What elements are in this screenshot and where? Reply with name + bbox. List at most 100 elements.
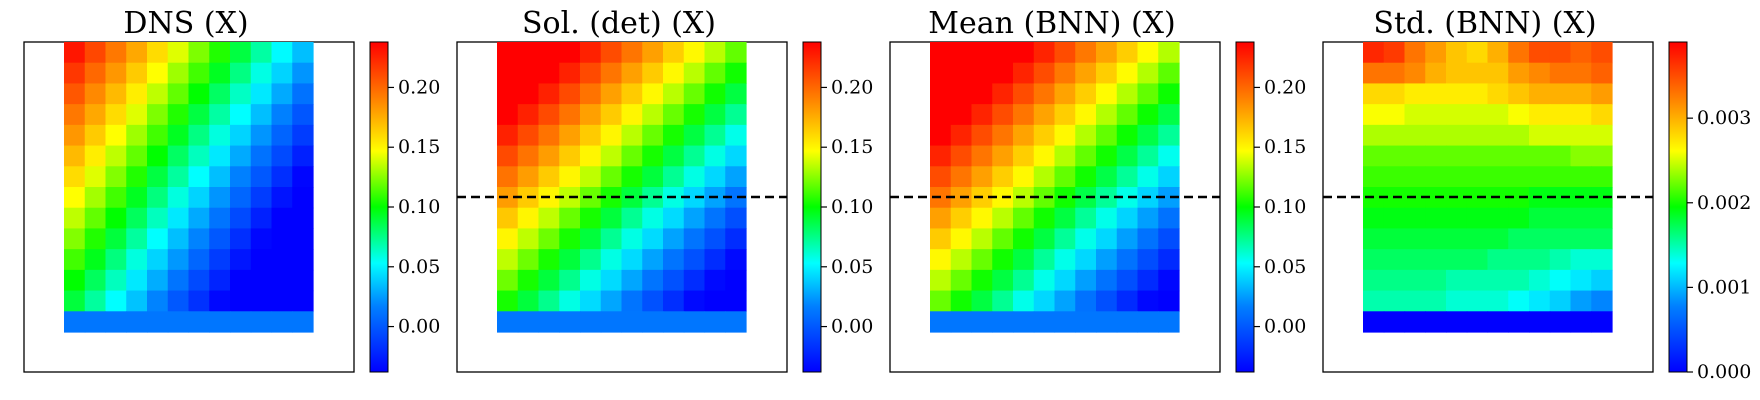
- heatmap-cell: [559, 228, 581, 250]
- heatmap-cell: [950, 166, 973, 188]
- heatmap-cell: [580, 124, 602, 147]
- heatmap-cell: [126, 104, 148, 126]
- heatmap-cell: [1549, 228, 1572, 250]
- heatmap-cell: [497, 124, 519, 147]
- heatmap-cell: [1404, 83, 1426, 105]
- heatmap-cell: [230, 62, 252, 85]
- heatmap-cell: [209, 207, 231, 230]
- heatmap-cell: [538, 311, 560, 333]
- heatmap-cell: [517, 145, 540, 167]
- heatmap-cell: [1487, 207, 1509, 230]
- heatmap-cell: [1425, 207, 1447, 230]
- heatmap-cell: [559, 62, 581, 85]
- heatmap-cell: [209, 249, 231, 271]
- heatmap-cell: [1363, 124, 1385, 147]
- heatmap-cell: [621, 166, 643, 188]
- heatmap-cell: [84, 104, 107, 126]
- heatmap-cells: [1363, 42, 1613, 333]
- heatmap-cell: [663, 207, 685, 230]
- heatmap-cell: [1570, 104, 1592, 126]
- heatmap-cell: [1383, 249, 1406, 271]
- heatmap-cell: [1075, 249, 1097, 271]
- heatmap-cell: [1570, 62, 1592, 85]
- heatmap-cell: [1591, 228, 1613, 250]
- heatmap-cell: [1425, 83, 1447, 105]
- heatmap-cell: [725, 62, 747, 85]
- heatmap-cell: [992, 269, 1014, 292]
- heatmap-cell: [64, 124, 86, 147]
- heatmap-cell: [1013, 145, 1035, 167]
- heatmap-cell: [704, 249, 726, 271]
- heatmap-cell: [642, 166, 664, 188]
- heatmap-cell: [971, 228, 993, 250]
- heatmap-cell: [271, 83, 293, 105]
- heatmap-cell: [580, 311, 602, 333]
- heatmap-cell: [1591, 269, 1613, 292]
- heatmap-cell: [1487, 290, 1509, 312]
- heatmap-cell: [1054, 228, 1076, 250]
- heatmap-cell: [1158, 228, 1180, 250]
- heatmap-cell: [147, 249, 169, 271]
- heatmap-cell: [188, 166, 210, 188]
- heatmap-cell: [250, 83, 273, 105]
- heatmap-cell: [188, 83, 210, 105]
- heatmap-cell: [538, 124, 560, 147]
- heatmap-cell: [271, 104, 293, 126]
- heatmap-cell: [1549, 42, 1572, 64]
- colorbar-tick-label: 0.00: [831, 316, 873, 338]
- heatmap-cell: [126, 269, 148, 292]
- heatmap-cell: [64, 228, 86, 250]
- heatmap-cell: [1013, 42, 1035, 64]
- heatmap-cell: [167, 104, 190, 126]
- heatmap-cell: [64, 249, 86, 271]
- heatmap-cell: [1383, 207, 1406, 230]
- heatmap-cell: [1508, 290, 1530, 312]
- heatmap-cell: [1033, 42, 1056, 64]
- heatmap-cell: [1425, 290, 1447, 312]
- heatmap-cell: [1570, 124, 1592, 147]
- heatmap-cell: [1054, 290, 1076, 312]
- heatmap-cell: [930, 290, 952, 312]
- heatmap-cell: [642, 207, 664, 230]
- heatmap-cell: [271, 187, 293, 209]
- heatmap-cell: [1033, 83, 1056, 105]
- colorbar-tick-label: 0.000: [1697, 361, 1751, 383]
- heatmap-cell: [1033, 290, 1056, 312]
- heatmap-cell: [580, 42, 602, 64]
- heatmap-cell: [292, 290, 314, 312]
- heatmap-cell: [1508, 166, 1530, 188]
- heatmap-cell: [683, 62, 706, 85]
- heatmap-cell: [188, 311, 210, 333]
- heatmap-cell: [84, 228, 107, 250]
- heatmap-cell: [704, 311, 726, 333]
- heatmap-cell: [971, 311, 993, 333]
- heatmap-cell: [1487, 311, 1509, 333]
- heatmap-cell: [250, 311, 273, 333]
- heatmap-cell: [517, 124, 540, 147]
- heatmap-cell: [230, 228, 252, 250]
- heatmap-cell: [1158, 62, 1180, 85]
- heatmap-cell: [1446, 166, 1468, 188]
- heatmap-cell: [105, 311, 127, 333]
- heatmap-cell: [271, 249, 293, 271]
- heatmap-cell: [1591, 207, 1613, 230]
- heatmap-cell: [1075, 104, 1097, 126]
- heatmap-cell: [292, 62, 314, 85]
- heatmap-cell: [517, 42, 540, 64]
- heatmap-cell: [188, 269, 210, 292]
- heatmap-cell: [683, 207, 706, 230]
- heatmap-cell: [580, 104, 602, 126]
- heatmap-cell: [621, 290, 643, 312]
- heatmap-cell: [704, 166, 726, 188]
- heatmap-cell: [992, 311, 1014, 333]
- heatmap-cell: [497, 166, 519, 188]
- heatmap-cell: [1075, 145, 1097, 167]
- heatmap-cell: [621, 124, 643, 147]
- heatmap-cell: [209, 62, 231, 85]
- heatmap-cell: [1466, 311, 1489, 333]
- heatmap-cell: [167, 290, 190, 312]
- heatmap-cell: [64, 104, 86, 126]
- heatmap-cell: [64, 62, 86, 85]
- heatmap-cell: [64, 166, 86, 188]
- heatmap-cell: [1137, 269, 1159, 292]
